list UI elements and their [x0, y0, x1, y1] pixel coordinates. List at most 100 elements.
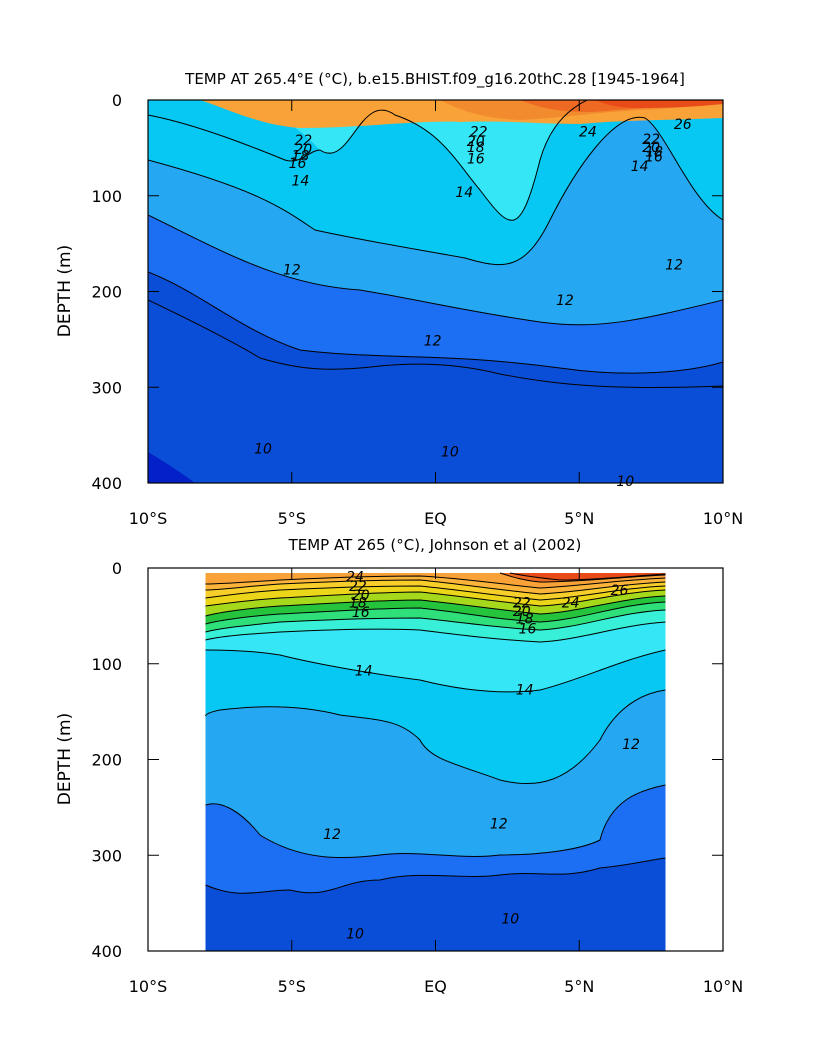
contour-label: 16	[289, 156, 307, 172]
contour-23	[430, 0, 723, 28]
contour-9.5	[148, 271, 723, 374]
contour-label: 22	[294, 133, 312, 149]
contour-label: 10	[441, 444, 459, 460]
temp-band-21	[148, 32, 723, 100]
contour-14	[205, 621, 666, 643]
contour-21	[148, 32, 723, 52]
contour-20	[148, 38, 723, 60]
temp-band-13	[148, 100, 723, 221]
contour-label: 14	[455, 185, 473, 201]
contour-label: 14	[516, 683, 534, 699]
x-tick-label: 10°S	[129, 509, 168, 528]
y-tick-label: 300	[91, 378, 122, 397]
temp-band-12	[148, 100, 723, 265]
bottom-x-tick-labels: 10°S 5°S EQ 5°N 10°N	[129, 977, 743, 996]
contour-label: 20	[642, 140, 660, 156]
top-x-tick-labels: 10°S 5°S EQ 5°N 10°N	[129, 509, 743, 528]
contour-label: 24	[562, 595, 580, 611]
contour-label: 20	[467, 134, 485, 150]
contour-11	[148, 214, 723, 326]
bottom-panel: TEMP AT 265 (°C), Johnson et al (2002)	[55, 536, 743, 996]
obs-band-9	[205, 858, 666, 951]
contour-label: 12	[490, 817, 508, 833]
contour-label: 10	[346, 927, 364, 943]
y-tick-label: 400	[91, 474, 122, 493]
top-color-field	[148, 32, 723, 483]
x-tick-label: 5°N	[564, 509, 594, 528]
contour-10	[205, 857, 666, 894]
contour-label: 24	[346, 570, 364, 586]
top-title: TEMP AT 265.4°E (°C), b.e15.BHIST.f09_g1…	[184, 70, 685, 89]
contour-label: 12	[556, 293, 574, 309]
contour-17	[205, 595, 666, 617]
x-tick-label: 5°N	[564, 977, 594, 996]
contour-16	[205, 601, 666, 625]
contour-label: 12	[665, 258, 683, 274]
contour-label: 14	[291, 173, 309, 189]
contour-label: 20	[352, 588, 370, 604]
contour-label: 10	[616, 474, 634, 490]
obs-band-26	[510, 573, 666, 580]
contour-label: 18	[645, 145, 663, 161]
contour-15	[205, 609, 666, 633]
x-tick-label: 5°S	[278, 509, 306, 528]
contour-label: 22	[470, 125, 488, 141]
contour-18	[205, 589, 666, 607]
contour-22	[205, 579, 666, 595]
y-tick-label: 400	[91, 942, 122, 961]
y-tick-label: 0	[112, 559, 122, 578]
contour-22	[200, 0, 723, 34]
contour-18	[148, 44, 723, 68]
top-y-tick-labels: 0 100 200 300 400	[91, 91, 122, 493]
bottom-title: TEMP AT 265 (°C), Johnson et al (2002)	[288, 536, 582, 554]
contour-11	[205, 784, 666, 859]
contour-label: 10	[254, 441, 272, 457]
y-tick-label: 0	[112, 91, 122, 110]
contour-23	[205, 575, 666, 589]
top-x-ticks	[147, 100, 724, 483]
top-contours	[148, 0, 723, 388]
contour-label: 18	[516, 612, 534, 628]
contour-label: 22	[513, 595, 531, 611]
contour-label: 20	[294, 142, 312, 158]
x-tick-label: 10°S	[129, 977, 168, 996]
contour-label: 12	[424, 333, 442, 349]
contour-label: 22	[349, 579, 367, 595]
x-tick-label: EQ	[424, 509, 447, 528]
contour-label: 26	[611, 583, 629, 599]
contour-label: 18	[467, 140, 485, 156]
contour-13	[205, 649, 666, 693]
bottom-color-field	[205, 573, 666, 951]
contour-label: 18	[291, 148, 309, 164]
contour-24	[499, 572, 666, 583]
contour-26	[509, 572, 666, 581]
contour-label: 22	[642, 132, 660, 148]
contour-12	[205, 689, 666, 785]
contour-label: 16	[519, 621, 537, 637]
contour-20	[205, 585, 666, 601]
top-y-axis-label: DEPTH (m)	[55, 245, 75, 337]
contour-label: 12	[283, 262, 301, 278]
contour-label: 18	[349, 595, 367, 611]
contour-label: 12	[323, 827, 341, 843]
temp-band-20	[148, 38, 723, 100]
bottom-y-axis-label: DEPTH (m)	[55, 713, 75, 805]
contour-label: 14	[355, 663, 373, 679]
temp-band-26	[595, 100, 723, 108]
contour-label: 26	[674, 117, 692, 133]
contour-label: 16	[467, 151, 485, 167]
x-tick-label: 5°S	[278, 977, 306, 996]
contour-13	[148, 100, 589, 221]
contour-label: 16	[352, 605, 370, 621]
contour-12	[148, 116, 723, 266]
y-tick-label: 200	[91, 751, 122, 770]
contour-label: 24	[579, 125, 597, 141]
x-tick-label: 10°N	[703, 977, 743, 996]
bottom-y-tick-labels: 0 100 200 300 400	[91, 559, 122, 961]
y-tick-label: 100	[91, 187, 122, 206]
top-panel: TEMP AT 265.4°E (°C), b.e15.BHIST.f09_g1…	[55, 0, 743, 528]
contour-label: 16	[645, 149, 663, 165]
